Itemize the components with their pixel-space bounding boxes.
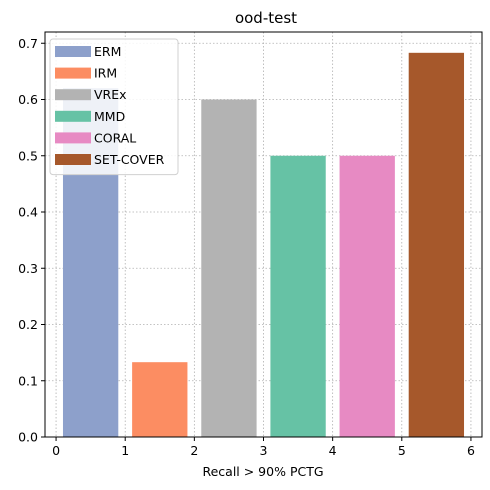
x-tick-label: 2: [190, 443, 198, 458]
y-tick-label: 0.3: [18, 261, 38, 276]
x-tick-label: 0: [52, 443, 60, 458]
legend-label: CORAL: [94, 130, 136, 145]
x-tick-label: 4: [329, 443, 337, 458]
y-tick-label: 0.6: [18, 92, 38, 107]
y-tick-label: 0.0: [18, 430, 38, 445]
x-tick-label: 5: [398, 443, 406, 458]
y-tick-label: 0.5: [18, 148, 38, 163]
bar-irm: [132, 362, 188, 437]
x-tick-label: 6: [467, 443, 475, 458]
y-tick-label: 0.7: [18, 36, 38, 51]
legend-label: VREx: [94, 87, 127, 102]
y-tick-label: 0.2: [18, 317, 38, 332]
bar-set-cover: [408, 52, 465, 437]
legend-label: ERM: [94, 44, 121, 59]
y-tick-label: 0.1: [18, 373, 38, 388]
bar-vrex: [201, 99, 257, 437]
ticks: 0 1 2 3 4 5 6 0.0 0.1 0.2 0.3 0.4 0.5 0.6 0.7: [18, 36, 475, 458]
legend-swatch: [55, 46, 91, 57]
chart-title: ood-test: [235, 9, 297, 27]
y-tick-label: 0.4: [18, 205, 38, 220]
bar-mmd: [270, 155, 326, 437]
bar-coral: [339, 155, 395, 437]
x-axis-label: Recall > 90% PCTG: [202, 464, 323, 479]
legend-swatch: [55, 132, 91, 144]
legend-swatch: [55, 110, 91, 122]
legend-swatch: [55, 89, 91, 101]
legend-label: IRM: [94, 66, 117, 81]
x-tick-label: 1: [121, 443, 129, 458]
x-tick-label: 3: [260, 443, 268, 458]
legend-swatch: [55, 67, 91, 79]
legend-label: SET-COVER: [94, 152, 165, 167]
legend-swatch: [55, 154, 91, 165]
legend-label: MMD: [94, 109, 125, 124]
legend: ERM IRM VREx MMD CORAL SET-COVER: [49, 38, 179, 176]
